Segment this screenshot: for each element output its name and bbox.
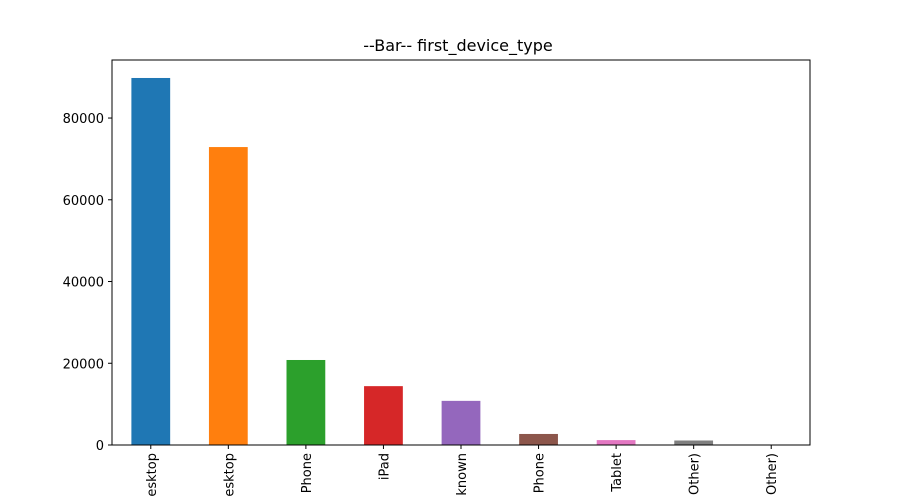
y-tick-label: 80000 bbox=[63, 112, 104, 127]
y-tick-label: 20000 bbox=[63, 357, 104, 372]
bar bbox=[364, 386, 403, 445]
x-tick-label: esktop bbox=[222, 453, 237, 497]
bar bbox=[208, 147, 248, 445]
x-tick-label: Tablet bbox=[610, 453, 625, 493]
x-tick-label: iPad bbox=[377, 453, 392, 480]
bar bbox=[519, 433, 558, 445]
bar bbox=[131, 77, 171, 445]
y-tick-label: 60000 bbox=[63, 194, 104, 209]
bar bbox=[674, 440, 714, 445]
y-tick-label: 0 bbox=[96, 439, 104, 454]
plot-frame bbox=[111, 59, 811, 446]
x-tick-label: known bbox=[455, 453, 470, 496]
x-tick-label: Other) bbox=[765, 453, 780, 495]
y-tick-label: 40000 bbox=[63, 276, 104, 291]
x-tick-label: Other) bbox=[688, 453, 703, 495]
bar bbox=[596, 440, 636, 445]
x-tick-label: esktop bbox=[145, 453, 160, 497]
x-tick-label: Phone bbox=[533, 453, 548, 493]
bar bbox=[441, 400, 481, 445]
bar bbox=[286, 359, 326, 445]
x-tick-label: Phone bbox=[300, 453, 315, 493]
chart-title: --Bar-- first_device_type bbox=[363, 36, 553, 56]
